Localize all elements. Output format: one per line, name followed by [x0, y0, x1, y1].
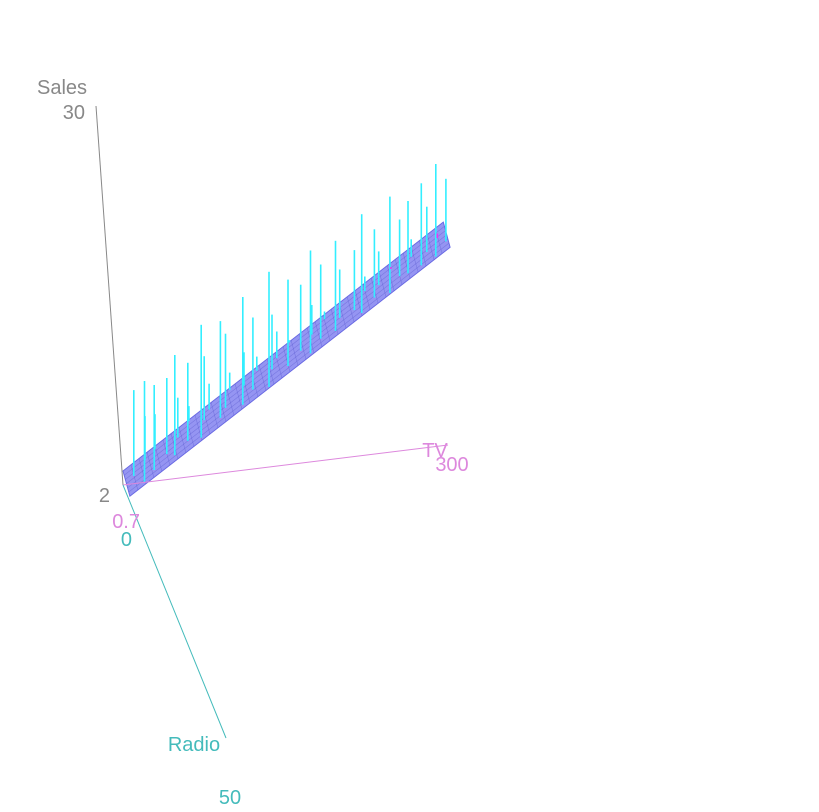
tv-axis-max-tick: 300 [435, 454, 468, 476]
radio-axis-line [122, 484, 227, 739]
plane-grid-line [234, 383, 243, 410]
plane-grid-line [426, 234, 435, 260]
axis-labels: Sales 30 2 TV 300 0.7 0 Radio 50 [37, 77, 469, 809]
radio-axis-max-tick: 50 [219, 787, 241, 809]
tv-axis-label: TV [422, 440, 448, 462]
plane-grid-line [314, 321, 323, 347]
plane-grid-line [258, 365, 267, 391]
sales-axis-label: Sales [37, 77, 87, 99]
tv-axis-min-tick: 0.7 [112, 511, 140, 533]
plane-grid-line [129, 247, 451, 497]
plane-grid-line [226, 390, 235, 416]
plane-grid-line [154, 446, 163, 472]
radio-axis-min-tick: 0 [121, 529, 132, 551]
plane-grid-line [210, 402, 219, 428]
plane-grid-line [322, 315, 331, 341]
plane-grid-line [402, 253, 411, 279]
plane-grid-line [378, 271, 387, 298]
plane-grid-line [122, 221, 444, 472]
plane-grid-line [178, 427, 187, 453]
regression-plane [122, 221, 451, 498]
plane-grid-line [128, 242, 450, 493]
residual-lines [133, 164, 447, 482]
tv-axis-line [122, 444, 449, 486]
plane-grid-line [130, 464, 139, 491]
plane-grid-line [282, 346, 291, 372]
plane-grid-line [346, 296, 355, 323]
radio-axis-label: Radio [168, 734, 220, 756]
plane-grid-line [146, 452, 155, 478]
plane-grid-line [418, 240, 427, 267]
plane-grid-line [125, 230, 446, 480]
sales-axis-max-tick: 30 [63, 102, 85, 124]
sales-axis-min-tick: 2 [99, 485, 110, 507]
sales-axis-line [95, 105, 124, 486]
plane-grid-line [410, 246, 419, 273]
plane-grid-line [290, 340, 299, 366]
plane-grid-line [394, 259, 403, 285]
plane-grid-line [126, 234, 447, 484]
plane-grid-line [122, 470, 131, 497]
plane-surface [122, 221, 451, 498]
plane-grid-line [123, 226, 445, 476]
axes [95, 105, 449, 739]
plane-grid-line [330, 309, 339, 335]
